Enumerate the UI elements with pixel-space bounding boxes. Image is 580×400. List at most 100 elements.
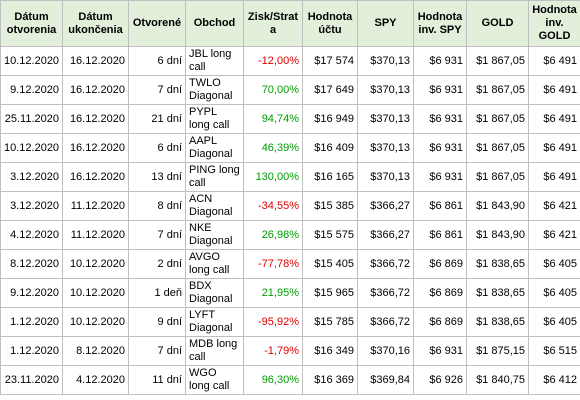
table-row: 4.12.2020 11.12.2020 7 dní NKE Diagonal 26,9… [0, 220, 580, 250]
profit-cell: 46,39% [243, 133, 303, 163]
table-cell: PYPL long call [185, 104, 244, 134]
header-cell: SPY [357, 0, 414, 47]
table-row: 9.12.2020 16.12.2020 7 dní TWLO Diagonal 70,… [0, 75, 580, 105]
table-cell: $6 931 [413, 75, 467, 105]
table-cell: 9 dní [128, 307, 186, 337]
table-cell: $17 649 [302, 75, 358, 105]
table-cell: $370,13 [357, 104, 414, 134]
table-row: 9.12.2020 10.12.2020 1 deň BDX Diagonal 21,9… [0, 278, 580, 308]
table-cell: 7 dní [128, 75, 186, 105]
table-cell: $1 867,05 [466, 75, 529, 105]
header-cell: Otvorené [128, 0, 186, 47]
table-cell: 16.12.2020 [62, 162, 129, 192]
table-cell: $6 412 [528, 365, 580, 395]
table-cell: WGO long call [185, 365, 244, 395]
table-cell: 9.12.2020 [0, 278, 63, 308]
table-row: 23.11.2020 4.12.2020 11 dní WGO long call 96… [0, 365, 580, 395]
table-cell: 16.12.2020 [62, 46, 129, 76]
table-cell: $6 869 [413, 307, 467, 337]
table-cell: 11.12.2020 [62, 191, 129, 221]
header-cell: Obchod [185, 0, 244, 47]
table-cell: 25.11.2020 [0, 104, 63, 134]
table-cell: $6 869 [413, 249, 467, 279]
profit-cell: -1,79% [243, 336, 303, 366]
profit-cell: -95,92% [243, 307, 303, 337]
table-cell: $15 785 [302, 307, 358, 337]
table-cell: $1 867,05 [466, 46, 529, 76]
table-cell: $369,84 [357, 365, 414, 395]
table-cell: $6 491 [528, 133, 580, 163]
profit-cell: 26,98% [243, 220, 303, 250]
table-body: 10.12.2020 16.12.2020 6 dní JBL long call -1… [0, 46, 580, 395]
table-cell: $16 409 [302, 133, 358, 163]
table-cell: 8 dní [128, 191, 186, 221]
table-cell: 10.12.2020 [62, 307, 129, 337]
table-cell: 1.12.2020 [0, 336, 63, 366]
profit-cell: 94,74% [243, 104, 303, 134]
table-cell: $6 926 [413, 365, 467, 395]
table-cell: $6 931 [413, 46, 467, 76]
table-cell: $370,16 [357, 336, 414, 366]
table-cell: $16 349 [302, 336, 358, 366]
table-cell: $366,72 [357, 307, 414, 337]
table-cell: $6 491 [528, 75, 580, 105]
header-cell: Hodnota účtu [302, 0, 358, 47]
table-cell: 6 dní [128, 133, 186, 163]
table-cell: $6 421 [528, 191, 580, 221]
table-cell: $370,13 [357, 133, 414, 163]
table-row: 25.11.2020 16.12.2020 21 dní PYPL long call… [0, 104, 580, 134]
table-cell: $16 949 [302, 104, 358, 134]
table-cell: $6 491 [528, 162, 580, 192]
table-cell: LYFT Diagonal [185, 307, 244, 337]
header-cell: Zisk/Strata [243, 0, 303, 47]
table-cell: $15 405 [302, 249, 358, 279]
profit-cell: 130,00% [243, 162, 303, 192]
table-cell: $6 491 [528, 46, 580, 76]
profit-cell: -34,55% [243, 191, 303, 221]
table-cell: $6 931 [413, 104, 467, 134]
table-row: 3.12.2020 16.12.2020 13 dní PING long call 1… [0, 162, 580, 192]
table-cell: 23.11.2020 [0, 365, 63, 395]
table-cell: $6 931 [413, 133, 467, 163]
table-cell: $366,72 [357, 278, 414, 308]
table-cell: $6 861 [413, 220, 467, 250]
table-cell: $17 574 [302, 46, 358, 76]
table-cell: 2 dní [128, 249, 186, 279]
table-cell: $1 867,05 [466, 162, 529, 192]
table-cell: $15 965 [302, 278, 358, 308]
table-cell: $6 931 [413, 162, 467, 192]
table-row: 8.12.2020 10.12.2020 2 dní AVGO long call -7… [0, 249, 580, 279]
table-row: 1.12.2020 10.12.2020 9 dní LYFT Diagonal -95… [0, 307, 580, 337]
table-cell: 9.12.2020 [0, 75, 63, 105]
table-cell: $1 843,90 [466, 191, 529, 221]
table-row: 10.12.2020 16.12.2020 6 dní AAPL Diagonal 46… [0, 133, 580, 163]
table-cell: NKE Diagonal [185, 220, 244, 250]
table-cell: $6 421 [528, 220, 580, 250]
table-cell: 3.12.2020 [0, 191, 63, 221]
table-cell: 10.12.2020 [0, 133, 63, 163]
table-cell: 11.12.2020 [62, 220, 129, 250]
table-cell: MDB long call [185, 336, 244, 366]
table-cell: $1 867,05 [466, 104, 529, 134]
table-cell: $6 931 [413, 336, 467, 366]
table-cell: 7 dní [128, 220, 186, 250]
table-cell: JBL long call [185, 46, 244, 76]
profit-cell: -77,78% [243, 249, 303, 279]
table-cell: $370,13 [357, 162, 414, 192]
table-cell: 3.12.2020 [0, 162, 63, 192]
header-cell: Hodnota inv. SPY [413, 0, 467, 47]
profit-cell: -12,00% [243, 46, 303, 76]
header-cell: Hodnota inv. GOLD [528, 0, 580, 47]
table-cell: $370,13 [357, 46, 414, 76]
table-cell: 1.12.2020 [0, 307, 63, 337]
table-cell: BDX Diagonal [185, 278, 244, 308]
table-cell: $6 491 [528, 104, 580, 134]
table-cell: 4.12.2020 [0, 220, 63, 250]
table-cell: PING long call [185, 162, 244, 192]
table-cell: $1 843,90 [466, 220, 529, 250]
table-cell: $6 869 [413, 278, 467, 308]
table-row: 1.12.2020 8.12.2020 7 dní MDB long call -1,7… [0, 336, 580, 366]
profit-cell: 96,30% [243, 365, 303, 395]
table-cell: $6 405 [528, 307, 580, 337]
table-cell: $1 838,65 [466, 249, 529, 279]
